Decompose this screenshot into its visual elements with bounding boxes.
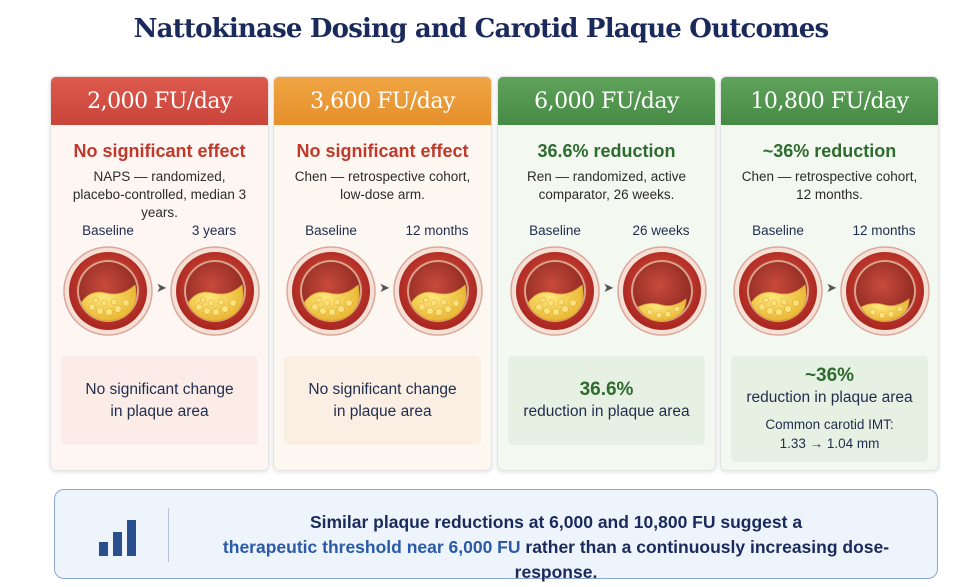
- baseline-label: Baseline: [82, 223, 134, 238]
- baseline-vessel-icon: [509, 245, 601, 337]
- verdict: No significant effect: [296, 141, 469, 161]
- followup-label: 12 months: [852, 223, 916, 238]
- dose-card-6000: 6,000 FU/day 36.6% reduction Ren — rando…: [497, 76, 716, 471]
- followup-vessel-icon: [392, 245, 484, 337]
- result-text: in plaque area: [333, 402, 432, 420]
- study-line: NAPS — randomized,: [93, 169, 226, 184]
- result-percent: 36.6%: [579, 378, 634, 400]
- study-line: Ren — randomized, active: [526, 169, 687, 184]
- verdict: 36.6% reduction: [537, 141, 676, 161]
- study-line: Chen — retrospective cohort,: [741, 169, 918, 184]
- summary-fragment: rather than a continuously increasing: [520, 537, 843, 557]
- summary-box: Similar plaque reductions at 6,000 and 1…: [54, 489, 938, 582]
- summary-text: Similar plaque reductions at 6,000 and 1…: [185, 510, 927, 585]
- followup-label: 26 weeks: [632, 223, 690, 238]
- study-description: Ren — randomized, active comparator, 26 …: [506, 168, 707, 204]
- bar-chart-icon: [99, 520, 136, 556]
- imt-value: 1.33 → 1.04 mm: [779, 436, 880, 451]
- arrow-icon: ➤: [603, 280, 614, 295]
- baseline-label: Baseline: [752, 223, 804, 238]
- summary-line-1: Similar plaque reductions at 6,000 and 1…: [309, 512, 803, 532]
- dose-card-3600: 3,600 FU/day No significant effect Chen …: [273, 76, 492, 471]
- followup-vessel-icon: [839, 245, 931, 337]
- dose-header: 10,800 FU/day: [721, 77, 938, 125]
- result-text: in plaque area: [110, 402, 209, 420]
- verdict: No significant effect: [73, 141, 246, 161]
- baseline-vessel-icon: [62, 245, 154, 337]
- result-box: 36.6% reduction in plaque area: [508, 356, 705, 445]
- summary-period: .: [592, 562, 598, 582]
- study-line: placebo-controlled, median 3 years.: [72, 187, 247, 220]
- divider: [168, 508, 169, 562]
- arrow-icon: ➤: [826, 280, 837, 295]
- study-line: comparator, 26 weeks.: [538, 187, 675, 202]
- study-description: Chen — retrospective cohort, 12 months.: [729, 168, 930, 204]
- result-text: reduction in plaque area: [746, 389, 913, 406]
- study-description: Chen — retrospective cohort, low-dose ar…: [282, 168, 483, 204]
- result-text: No significant change: [308, 380, 457, 398]
- result-box: ~36% reduction in plaque area Common car…: [731, 356, 928, 462]
- study-line: low-dose arm.: [340, 187, 425, 202]
- followup-label: 12 months: [405, 223, 469, 238]
- verdict: ~36% reduction: [762, 141, 897, 161]
- result-percent: ~36%: [804, 365, 855, 386]
- dose-header: 6,000 FU/day: [498, 77, 715, 125]
- arrow-icon: ➤: [156, 280, 167, 295]
- baseline-vessel-icon: [285, 245, 377, 337]
- result-box: No significant change in plaque area: [61, 356, 258, 445]
- result-text: reduction in plaque area: [523, 402, 690, 420]
- dose-header: 2,000 FU/day: [51, 77, 268, 125]
- baseline-label: Baseline: [529, 223, 581, 238]
- dose-header: 3,600 FU/day: [274, 77, 491, 125]
- dose-response-term: dose-response: [514, 537, 890, 582]
- arrow-icon: ➤: [379, 280, 390, 295]
- result-box: No significant change in plaque area: [284, 356, 481, 445]
- summary-line-2: therapeutic threshold near 6,000 FU rath…: [185, 535, 927, 585]
- study-description: NAPS — randomized, placebo-controlled, m…: [59, 168, 260, 222]
- followup-vessel-icon: [616, 245, 708, 337]
- imt-label: Common carotid IMT:: [765, 417, 894, 432]
- followup-vessel-icon: [169, 245, 261, 337]
- baseline-label: Baseline: [305, 223, 357, 238]
- dose-card-10800: 10,800 FU/day ~36% reduction Chen — retr…: [720, 76, 939, 471]
- page-title: Nattokinase Dosing and Carotid Plaque Ou…: [133, 14, 829, 44]
- dose-card-2000: 2,000 FU/day No significant effect NAPS …: [50, 76, 269, 471]
- study-line: 12 months.: [796, 187, 863, 202]
- baseline-vessel-icon: [732, 245, 824, 337]
- study-line: Chen — retrospective cohort,: [294, 169, 471, 184]
- threshold-highlight: therapeutic threshold near 6,000 FU: [222, 537, 521, 557]
- result-text: No significant change: [85, 380, 234, 398]
- followup-label: 3 years: [191, 223, 237, 238]
